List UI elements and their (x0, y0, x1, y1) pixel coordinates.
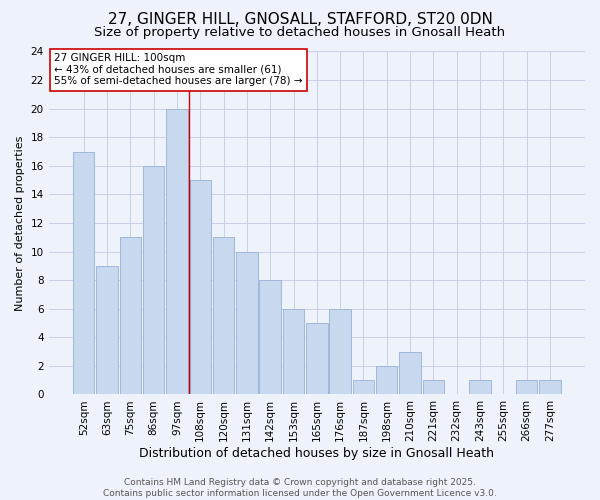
Text: Contains HM Land Registry data © Crown copyright and database right 2025.
Contai: Contains HM Land Registry data © Crown c… (103, 478, 497, 498)
Bar (422, 380, 444, 394)
Bar (329, 308, 351, 394)
X-axis label: Distribution of detached houses by size in Gnosall Heath: Distribution of detached houses by size … (139, 447, 494, 460)
Bar (469, 380, 491, 394)
Text: Size of property relative to detached houses in Gnosall Heath: Size of property relative to detached ho… (94, 26, 506, 39)
Bar (400, 352, 421, 395)
Y-axis label: Number of detached properties: Number of detached properties (15, 136, 25, 310)
Text: 27, GINGER HILL, GNOSALL, STAFFORD, ST20 0DN: 27, GINGER HILL, GNOSALL, STAFFORD, ST20… (107, 12, 493, 28)
Bar (73, 152, 94, 394)
Bar (259, 280, 281, 394)
Bar (236, 252, 257, 394)
Bar (283, 308, 304, 394)
Text: 27 GINGER HILL: 100sqm
← 43% of detached houses are smaller (61)
55% of semi-det: 27 GINGER HILL: 100sqm ← 43% of detached… (54, 53, 302, 86)
Bar (97, 266, 118, 394)
Bar (306, 323, 328, 394)
Bar (539, 380, 560, 394)
Bar (213, 238, 235, 394)
Bar (143, 166, 164, 394)
Bar (166, 108, 188, 395)
Bar (376, 366, 397, 394)
Bar (353, 380, 374, 394)
Bar (119, 238, 141, 394)
Bar (516, 380, 538, 394)
Bar (190, 180, 211, 394)
